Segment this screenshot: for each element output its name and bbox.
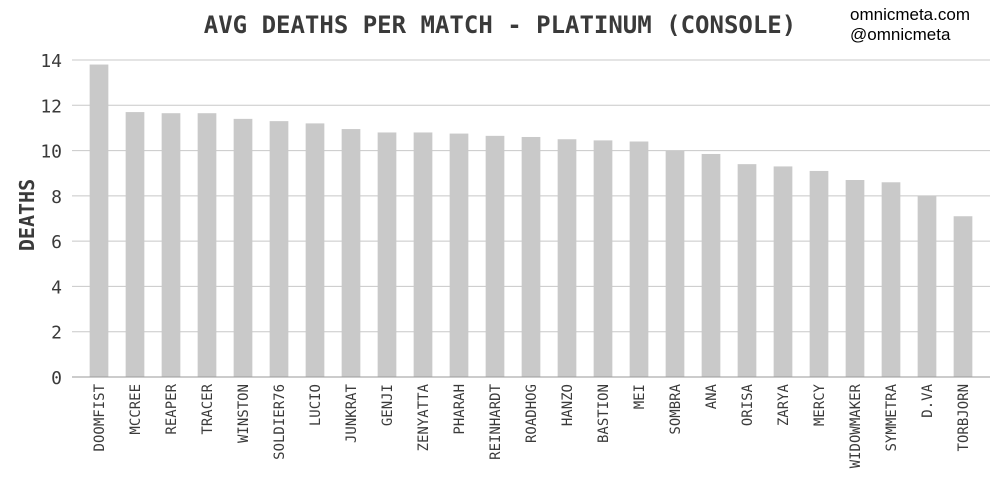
bars — [89, 64, 973, 378]
bar-pharah — [449, 133, 469, 377]
x-tick-label: LUCIO — [308, 384, 324, 426]
y-tick-labels: 0 2 4 6 8 10 12 14 — [40, 51, 62, 389]
x-tick-label: BASTION — [596, 384, 612, 443]
x-tick-label: GENJI — [380, 384, 396, 426]
x-tick-label: SOLDIER76 — [272, 384, 288, 460]
bar-sombra — [665, 150, 685, 377]
x-tick-label: MEI — [632, 384, 648, 409]
x-tick-label: MERCY — [812, 383, 828, 426]
x-tick-label: TORBJORN — [956, 384, 972, 451]
chart-title: AVG DEATHS PER MATCH - PLATINUM (CONSOLE… — [204, 11, 796, 39]
x-tick-label: TRACER — [200, 383, 216, 434]
bar-zenyatta — [413, 132, 433, 377]
bar-tracer — [197, 113, 217, 377]
bar-zarya — [773, 166, 793, 377]
y-tick-label: 6 — [51, 232, 62, 253]
x-tick-label: JUNKRAT — [344, 383, 360, 443]
bar-reaper — [161, 113, 181, 377]
bar-ana — [701, 153, 721, 377]
credit-handle: @omnicmeta — [850, 25, 951, 44]
bar-symmetra — [881, 182, 901, 377]
x-tick-label: ROADHOG — [524, 384, 540, 443]
bar-roadhog — [521, 136, 541, 377]
x-tick-label: SOMBRA — [668, 383, 684, 434]
x-tick-label: REAPER — [164, 383, 180, 434]
bar-soldier76 — [269, 121, 289, 377]
y-tick-label: 14 — [40, 51, 62, 72]
bar-winston — [233, 118, 253, 377]
bar-bastion — [593, 140, 613, 377]
y-tick-label: 4 — [51, 277, 62, 298]
x-tick-label: ZARYA — [776, 383, 792, 426]
bar-mei — [629, 141, 649, 377]
x-tick-labels: DOOMFIST MCCREE REAPER TRACER WINSTON SOLDIER… — [92, 383, 972, 468]
x-tick-label: PHARAH — [452, 384, 468, 435]
bar-hanzo — [557, 139, 577, 377]
x-tick-label: WIDOWMAKER — [848, 383, 864, 468]
x-tick-label: ORISA — [740, 383, 756, 426]
bar-mercy — [809, 170, 829, 377]
bar-reinhardt — [485, 135, 505, 377]
y-tick-label: 12 — [40, 96, 62, 117]
x-tick-label: HANZO — [560, 384, 576, 426]
credit-site: omnicmeta.com — [850, 5, 970, 24]
bar-orisa — [737, 164, 757, 377]
x-tick-label: D.VA — [920, 383, 936, 417]
y-tick-label: 8 — [51, 187, 62, 208]
bar-doomfist — [89, 64, 109, 378]
bar-genji — [377, 132, 397, 377]
x-tick-label: ZENYATTA — [416, 383, 432, 451]
x-tick-label: ANA — [704, 383, 720, 409]
y-tick-label: 10 — [40, 142, 62, 163]
x-tick-label: MCCREE — [128, 384, 144, 435]
x-tick-label: DOOMFIST — [92, 383, 108, 451]
y-axis-label: DEATHS — [15, 179, 39, 251]
x-tick-label: WINSTON — [236, 384, 252, 443]
y-tick-label: 0 — [51, 368, 62, 389]
bar-junkrat — [341, 129, 361, 377]
x-tick-label: REINHARDT — [488, 383, 504, 459]
bar-d-va — [917, 195, 937, 377]
y-tick-label: 2 — [51, 323, 62, 344]
bar-mccree — [125, 112, 145, 377]
bar-lucio — [305, 123, 325, 378]
bar-widowmaker — [845, 180, 865, 377]
bar-torbjorn — [953, 216, 973, 377]
x-tick-label: SYMMETRA — [884, 383, 900, 451]
